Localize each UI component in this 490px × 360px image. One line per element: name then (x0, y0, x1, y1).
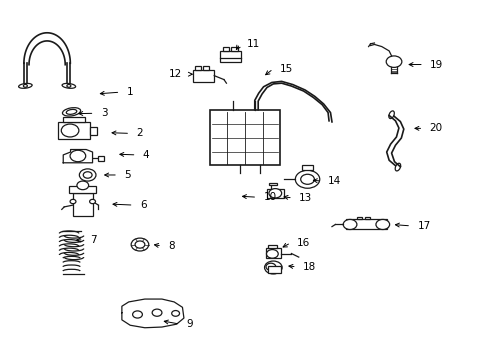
Circle shape (152, 309, 162, 316)
Bar (193, 69, 214, 82)
Circle shape (61, 124, 79, 137)
Polygon shape (63, 149, 93, 163)
Bar (98, 156, 104, 161)
Bar (357, 217, 362, 220)
Circle shape (70, 150, 86, 162)
Text: 6: 6 (140, 200, 147, 210)
Bar (222, 47, 229, 51)
Bar (267, 189, 284, 198)
Bar (69, 186, 97, 193)
Ellipse shape (389, 111, 394, 118)
Circle shape (131, 238, 149, 251)
Circle shape (295, 170, 320, 188)
Text: 2: 2 (137, 129, 143, 138)
Text: 12: 12 (169, 69, 182, 79)
Circle shape (77, 181, 89, 190)
Ellipse shape (62, 84, 75, 88)
Bar (269, 183, 277, 185)
Circle shape (83, 172, 92, 178)
Text: 19: 19 (430, 59, 443, 69)
Circle shape (133, 311, 143, 318)
Ellipse shape (19, 84, 32, 88)
Text: 3: 3 (101, 108, 107, 118)
Text: 14: 14 (328, 176, 342, 186)
Bar (266, 248, 281, 258)
Bar (63, 117, 85, 122)
Text: 17: 17 (417, 221, 431, 231)
Ellipse shape (395, 163, 401, 171)
Circle shape (70, 199, 76, 204)
Text: 4: 4 (143, 150, 149, 160)
Text: 10: 10 (264, 192, 277, 202)
Circle shape (265, 261, 282, 274)
Text: 9: 9 (186, 319, 193, 329)
Bar (220, 51, 241, 62)
Bar (210, 110, 280, 166)
Bar (73, 193, 93, 216)
Text: 15: 15 (280, 64, 293, 74)
Circle shape (266, 263, 276, 270)
Text: 1: 1 (127, 87, 133, 97)
Bar (195, 66, 200, 69)
Circle shape (386, 56, 402, 67)
Circle shape (269, 189, 282, 198)
Bar (269, 266, 281, 273)
Text: 7: 7 (90, 235, 97, 245)
Text: 5: 5 (124, 170, 131, 180)
Circle shape (172, 311, 179, 316)
Text: 13: 13 (299, 193, 313, 203)
Bar (90, 127, 97, 135)
Bar (302, 165, 313, 170)
Ellipse shape (66, 109, 77, 114)
Bar (269, 244, 277, 248)
Bar (345, 220, 387, 229)
Text: 11: 11 (246, 39, 260, 49)
Text: 16: 16 (297, 238, 311, 248)
Circle shape (267, 249, 278, 258)
Polygon shape (122, 299, 184, 328)
Circle shape (135, 241, 145, 248)
Circle shape (376, 220, 390, 229)
Bar (58, 122, 90, 139)
Text: 8: 8 (168, 241, 175, 251)
Circle shape (90, 199, 96, 204)
Circle shape (301, 174, 315, 184)
Circle shape (79, 169, 96, 181)
Bar (365, 217, 370, 220)
Bar (203, 66, 209, 69)
Text: 18: 18 (303, 262, 317, 272)
Circle shape (343, 220, 357, 229)
Ellipse shape (62, 108, 81, 116)
Bar (231, 47, 238, 51)
Text: 20: 20 (430, 123, 443, 133)
